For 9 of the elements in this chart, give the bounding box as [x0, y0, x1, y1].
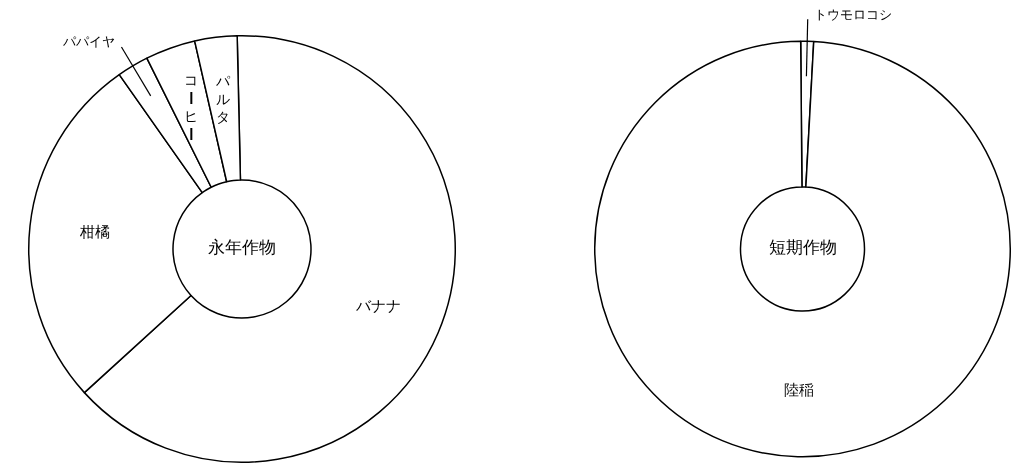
slice-label: 陸稲 — [784, 381, 815, 400]
text: 永年作物 — [208, 237, 276, 258]
text: 短期作物 — [768, 237, 837, 258]
slice-label: バナナ — [354, 297, 401, 316]
slice-label: 柑橘 — [78, 222, 110, 241]
slice-label: トウモロコシ — [813, 6, 892, 22]
slice-label: パルタ — [215, 71, 232, 126]
slice-label: パパイヤ — [62, 34, 116, 50]
slice-label: コーヒー — [182, 70, 201, 142]
